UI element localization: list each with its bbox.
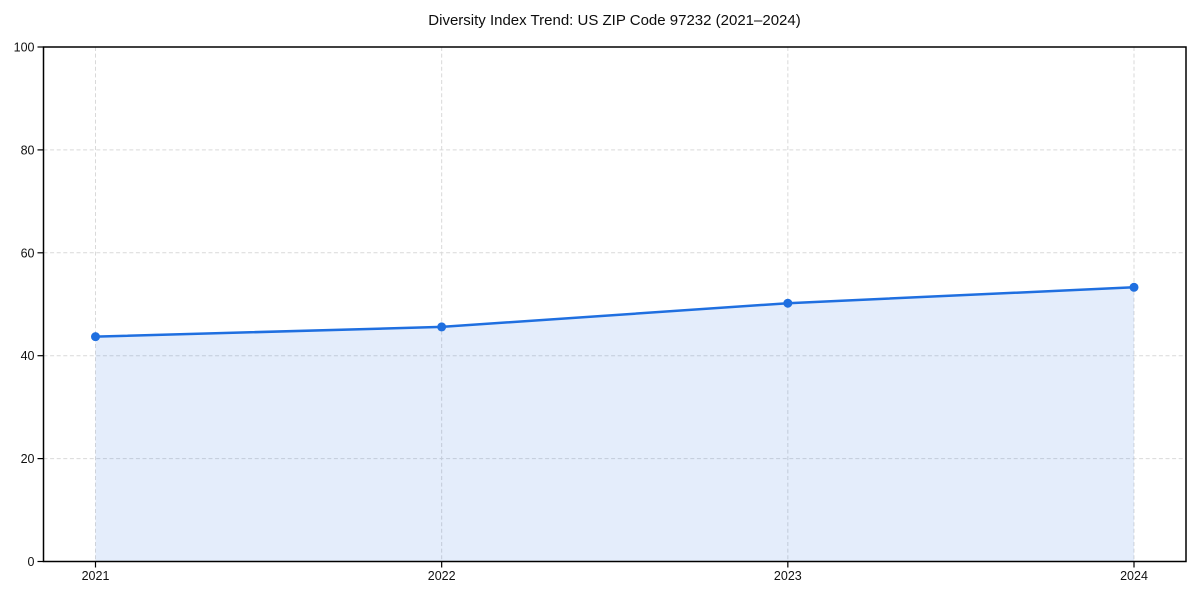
y-tick-label: 40 (21, 349, 35, 363)
data-point-marker (437, 322, 447, 332)
chart-title: Diversity Index Trend: US ZIP Code 97232… (428, 12, 801, 29)
x-tick-label: 2023 (774, 569, 802, 583)
data-point-marker (1129, 282, 1139, 292)
y-tick-label: 20 (21, 452, 35, 466)
plot-area-background (43, 47, 1186, 562)
x-tick-label: 2024 (1120, 569, 1148, 583)
data-point-marker (91, 332, 100, 342)
y-tick-label: 0 (28, 555, 35, 569)
area-fill (95, 287, 1134, 562)
y-tick-label: 60 (21, 246, 35, 260)
plot-border (42, 46, 1187, 563)
y-tick-label: 100 (14, 41, 35, 55)
x-tick-label: 2022 (428, 569, 456, 583)
x-tick-label: 2021 (82, 569, 110, 583)
data-point-marker (783, 298, 793, 308)
trend-line (94, 286, 1136, 338)
y-tick-label: 80 (21, 143, 35, 157)
